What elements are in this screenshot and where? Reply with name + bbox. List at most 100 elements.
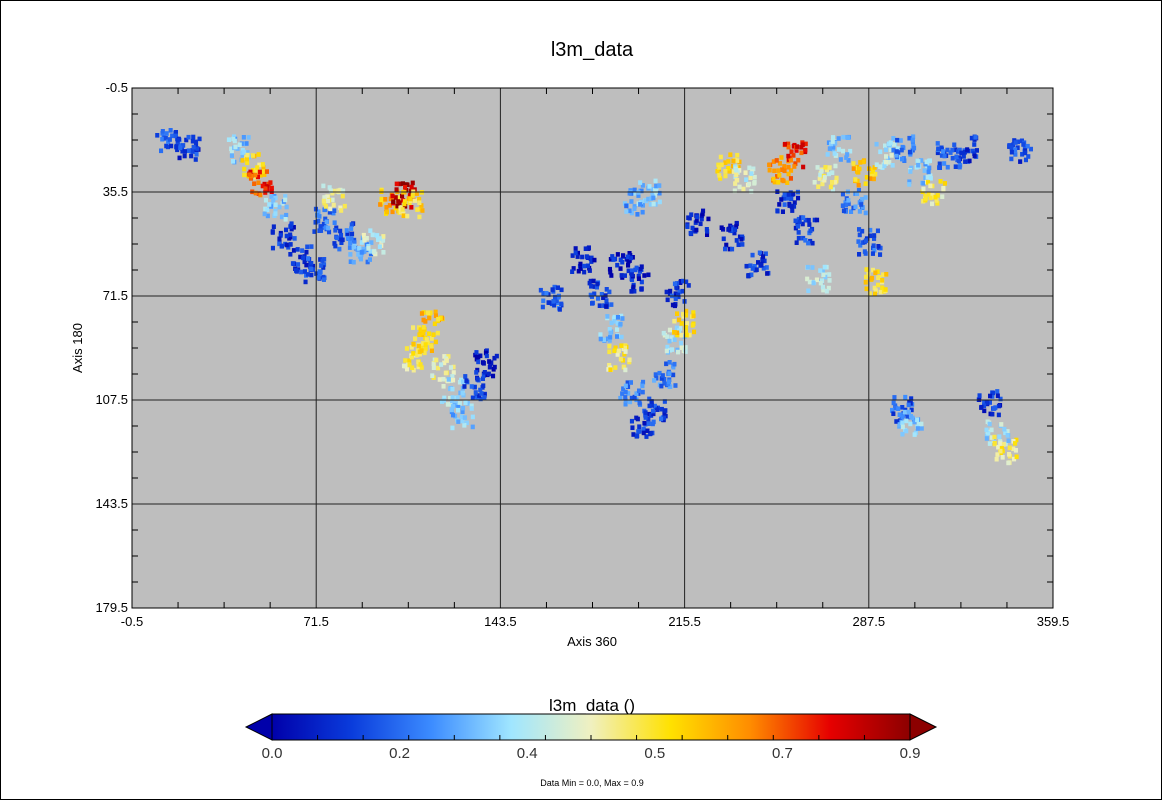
data-cell [909, 165, 914, 171]
data-cell [1006, 460, 1011, 466]
data-cell [989, 427, 994, 433]
data-cell [856, 187, 861, 193]
data-cell [626, 268, 631, 274]
data-cell [585, 263, 590, 269]
data-cell [368, 228, 373, 233]
data-cell [402, 201, 407, 207]
data-cell [781, 195, 786, 201]
data-cell [834, 175, 839, 181]
data-cell [400, 207, 405, 212]
data-cell [718, 176, 723, 181]
data-cell [481, 383, 486, 388]
data-cell [878, 164, 883, 169]
data-cell [244, 156, 249, 162]
data-cell [872, 285, 877, 291]
data-cell [426, 310, 431, 315]
data-cell [288, 232, 293, 238]
data-cell [177, 155, 182, 161]
data-cell [409, 354, 414, 360]
data-cell [851, 166, 856, 171]
data-cell [338, 205, 343, 211]
data-cell [366, 246, 371, 251]
data-cell [935, 141, 940, 146]
data-cell [348, 259, 353, 264]
data-cell [316, 275, 321, 280]
data-cell [478, 353, 483, 359]
data-cell [688, 230, 693, 236]
data-cell [612, 319, 617, 324]
data-cell [1028, 146, 1033, 152]
data-cell [433, 313, 438, 318]
data-cell [472, 384, 477, 390]
data-cell [182, 149, 187, 154]
data-cell [721, 236, 726, 242]
colorbar-tick-labels: 0.0 0.2 0.4 0.5 0.7 0.9 [262, 745, 921, 762]
data-cell [384, 209, 389, 215]
data-cell [635, 212, 640, 217]
data-cell [846, 135, 851, 140]
chart-title: l3m_data [551, 39, 634, 61]
data-cell [284, 242, 289, 248]
data-cell [463, 374, 468, 379]
data-cell [390, 193, 395, 199]
data-cell [681, 278, 686, 284]
data-cell [747, 181, 752, 187]
data-cell [450, 374, 455, 379]
data-cell [173, 133, 178, 139]
data-cell [288, 224, 293, 229]
data-cell [1025, 143, 1030, 149]
data-cell [915, 426, 920, 431]
data-cell [699, 216, 704, 222]
data-cell [607, 349, 612, 355]
data-cell [675, 281, 680, 286]
data-cell [357, 246, 362, 251]
data-cell [900, 424, 905, 430]
data-cell [919, 426, 924, 431]
data-cell [662, 415, 667, 421]
data-cell [258, 173, 263, 178]
data-cell [330, 190, 335, 196]
data-cell [984, 436, 989, 441]
data-cell [634, 391, 639, 396]
data-cell [324, 219, 329, 225]
data-cell [734, 238, 739, 243]
data-cell [857, 232, 862, 238]
data-cell [413, 336, 418, 341]
data-cell [907, 149, 912, 155]
data-cell [863, 251, 868, 256]
data-cell [806, 240, 811, 246]
data-cell [1014, 454, 1019, 460]
data-cell [948, 150, 953, 155]
data-cell [678, 280, 683, 285]
data-cell [387, 203, 392, 208]
data-cell [328, 188, 333, 193]
data-cell [333, 243, 338, 249]
data-cell [607, 266, 612, 272]
data-cell [601, 337, 606, 343]
data-cell [255, 170, 260, 175]
data-cell [750, 252, 755, 258]
data-cell [273, 202, 278, 208]
data-cell [803, 147, 808, 153]
data-cell [646, 411, 651, 417]
data-cell [870, 251, 875, 256]
data-cell [698, 221, 703, 227]
data-cell [1018, 159, 1023, 164]
data-cell [786, 164, 791, 170]
data-cell [878, 252, 883, 257]
data-cell [419, 311, 424, 316]
data-cell [1002, 426, 1007, 432]
data-cell [794, 148, 799, 153]
data-cell [605, 314, 610, 319]
data-cell [395, 203, 400, 209]
data-cell [250, 168, 255, 173]
data-cell [368, 249, 373, 254]
data-cell [731, 169, 736, 174]
data-cell [405, 213, 410, 219]
data-cell [867, 291, 872, 296]
data-cell [402, 199, 407, 204]
data-cell [618, 395, 623, 401]
data-cell [792, 200, 797, 205]
data-cell [608, 334, 613, 340]
